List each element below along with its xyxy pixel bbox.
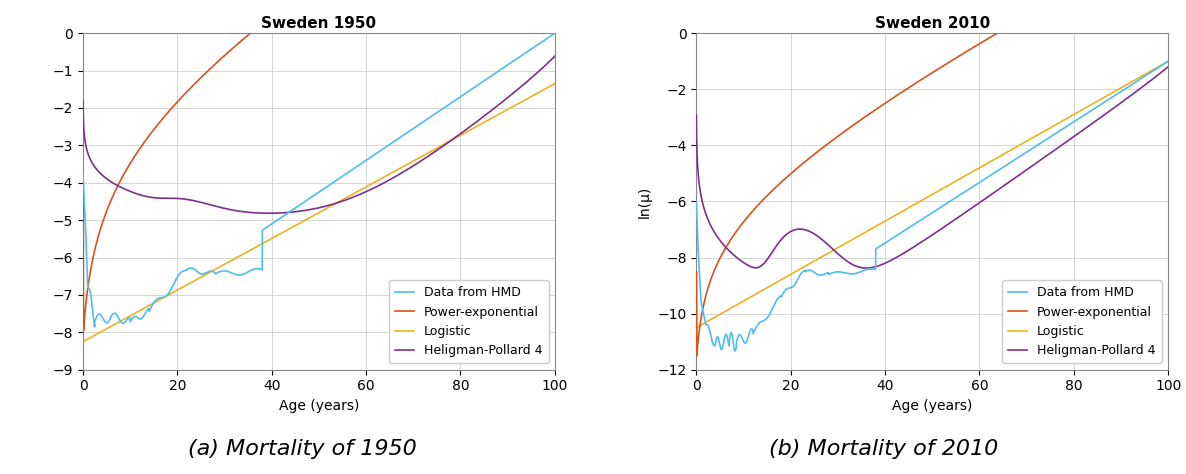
Heligman-Pollard 4 bbox=[76, 98, 90, 104]
Heligman-Pollard 4 bbox=[919, 236, 933, 242]
Data from HMD bbox=[1061, 123, 1076, 128]
Logistic bbox=[76, 339, 90, 345]
Line: Logistic: Logistic bbox=[83, 83, 555, 342]
Power-exponential bbox=[76, 180, 90, 186]
Logistic bbox=[1161, 58, 1175, 64]
Logistic bbox=[919, 195, 933, 201]
Logistic bbox=[906, 202, 920, 208]
Logistic bbox=[1147, 66, 1161, 72]
Heligman-Pollard 4 bbox=[447, 135, 461, 141]
Power-exponential bbox=[100, 207, 114, 212]
Heligman-Pollard 4 bbox=[534, 66, 548, 72]
Power-exponential bbox=[919, 74, 933, 80]
Data from HMD bbox=[689, 199, 703, 204]
Power-exponential bbox=[1061, 16, 1076, 22]
Line: Power-exponential: Power-exponential bbox=[696, 19, 1168, 356]
X-axis label: Age (years): Age (years) bbox=[279, 399, 359, 413]
Heligman-Pollard 4 bbox=[293, 208, 307, 214]
Logistic bbox=[1147, 66, 1161, 72]
Logistic bbox=[534, 89, 548, 94]
Heligman-Pollard 4 bbox=[262, 210, 276, 216]
Data from HMD bbox=[919, 214, 933, 219]
Legend: Data from HMD, Power-exponential, Logistic, Heligman-Pollard 4: Data from HMD, Power-exponential, Logist… bbox=[389, 280, 549, 364]
X-axis label: Age (years): Age (years) bbox=[892, 399, 973, 413]
Logistic bbox=[548, 81, 562, 86]
Line: Data from HMD: Data from HMD bbox=[83, 33, 555, 327]
Power-exponential bbox=[548, 12, 562, 18]
Data from HMD bbox=[1147, 67, 1161, 73]
Data from HMD bbox=[88, 324, 102, 330]
Data from HMD bbox=[1148, 67, 1162, 73]
Logistic bbox=[1060, 115, 1075, 121]
Heligman-Pollard 4 bbox=[906, 244, 920, 250]
Heligman-Pollard 4 bbox=[689, 112, 703, 118]
Data from HMD bbox=[728, 348, 742, 354]
Power-exponential bbox=[1014, 16, 1028, 22]
Heligman-Pollard 4 bbox=[1161, 64, 1175, 70]
Heligman-Pollard 4 bbox=[1061, 138, 1076, 144]
Heligman-Pollard 4 bbox=[1148, 74, 1162, 80]
Power-exponential bbox=[448, 12, 463, 18]
Logistic bbox=[293, 220, 307, 226]
Power-exponential bbox=[293, 12, 307, 18]
Heligman-Pollard 4 bbox=[100, 176, 114, 182]
Logistic bbox=[689, 325, 703, 330]
Heligman-Pollard 4 bbox=[713, 238, 727, 244]
Text: (a) Mortality of 1950: (a) Mortality of 1950 bbox=[189, 439, 416, 459]
Data from HMD bbox=[76, 173, 90, 178]
Heligman-Pollard 4 bbox=[1147, 75, 1161, 81]
Power-exponential bbox=[1161, 16, 1175, 22]
Data from HMD bbox=[534, 39, 548, 45]
Data from HMD bbox=[306, 193, 320, 199]
Line: Data from HMD: Data from HMD bbox=[696, 61, 1168, 351]
Y-axis label: ln(μ): ln(μ) bbox=[638, 185, 652, 218]
Legend: Data from HMD, Power-exponential, Logistic, Heligman-Pollard 4: Data from HMD, Power-exponential, Logist… bbox=[1002, 280, 1162, 364]
Data from HMD bbox=[100, 320, 114, 326]
Title: Sweden 1950: Sweden 1950 bbox=[261, 16, 376, 31]
Line: Power-exponential: Power-exponential bbox=[83, 15, 555, 331]
Heligman-Pollard 4 bbox=[548, 54, 562, 59]
Text: (b) Mortality of 2010: (b) Mortality of 2010 bbox=[769, 439, 999, 459]
Data from HMD bbox=[534, 39, 548, 45]
Power-exponential bbox=[535, 12, 549, 18]
Data from HMD bbox=[906, 222, 920, 228]
Power-exponential bbox=[306, 12, 320, 18]
Line: Heligman-Pollard 4: Heligman-Pollard 4 bbox=[83, 56, 555, 213]
Power-exponential bbox=[1148, 16, 1162, 22]
Power-exponential bbox=[689, 269, 703, 274]
Heligman-Pollard 4 bbox=[534, 66, 548, 72]
Power-exponential bbox=[76, 328, 90, 334]
Power-exponential bbox=[266, 12, 280, 18]
Power-exponential bbox=[690, 353, 704, 359]
Data from HMD bbox=[713, 345, 727, 350]
Data from HMD bbox=[293, 202, 307, 208]
Data from HMD bbox=[447, 98, 461, 103]
Logistic bbox=[534, 88, 548, 94]
Power-exponential bbox=[1148, 16, 1162, 22]
Heligman-Pollard 4 bbox=[306, 206, 320, 212]
Logistic bbox=[100, 326, 114, 331]
Title: Sweden 2010: Sweden 2010 bbox=[874, 16, 990, 31]
Data from HMD bbox=[548, 30, 562, 36]
Data from HMD bbox=[1161, 58, 1175, 64]
Power-exponential bbox=[906, 82, 920, 88]
Logistic bbox=[305, 213, 319, 219]
Logistic bbox=[447, 136, 461, 141]
Power-exponential bbox=[534, 12, 548, 18]
Line: Heligman-Pollard 4: Heligman-Pollard 4 bbox=[696, 67, 1168, 268]
Logistic bbox=[713, 311, 727, 317]
Power-exponential bbox=[714, 254, 728, 260]
Line: Logistic: Logistic bbox=[696, 61, 1168, 328]
Heligman-Pollard 4 bbox=[859, 265, 873, 271]
